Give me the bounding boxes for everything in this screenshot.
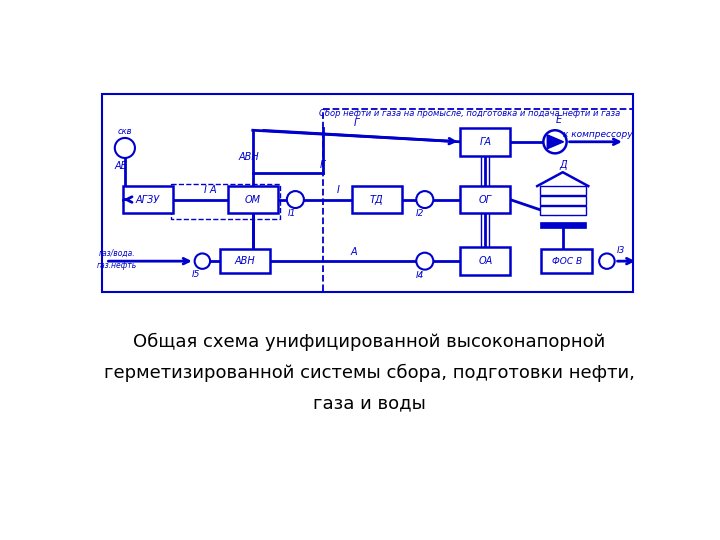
Text: газа и воды: газа и воды <box>312 395 426 413</box>
Text: I3: I3 <box>617 246 625 255</box>
Bar <box>323 110 632 292</box>
Text: Г: Г <box>354 118 359 127</box>
Bar <box>539 222 586 228</box>
Bar <box>102 94 632 292</box>
Bar <box>228 186 278 213</box>
Circle shape <box>599 253 615 269</box>
Text: АЕ: АЕ <box>114 161 127 171</box>
Text: ОГ: ОГ <box>479 194 492 205</box>
Text: газ.нефть: газ.нефть <box>97 260 138 269</box>
Bar <box>539 206 586 215</box>
Text: ОА: ОА <box>478 256 492 266</box>
Text: I5: I5 <box>192 270 200 279</box>
Polygon shape <box>547 135 564 148</box>
Text: Д: Д <box>559 159 567 170</box>
Text: I2: I2 <box>416 209 424 218</box>
Text: I1: I1 <box>288 209 297 218</box>
Bar <box>460 247 510 275</box>
Text: I4: I4 <box>416 271 424 280</box>
Bar <box>460 186 510 213</box>
Circle shape <box>114 138 135 158</box>
Text: АВН: АВН <box>238 152 259 162</box>
Text: к компрессору: к компрессору <box>563 130 632 139</box>
Bar <box>460 128 510 156</box>
Circle shape <box>544 130 567 153</box>
Text: газ/вода.: газ/вода. <box>99 249 135 258</box>
Text: ОМ: ОМ <box>245 194 261 205</box>
Text: Г: Г <box>320 160 325 170</box>
Text: ФОС В: ФОС В <box>552 256 582 266</box>
Bar <box>351 186 402 213</box>
Circle shape <box>416 191 433 208</box>
Text: АГЗУ: АГЗУ <box>136 194 161 205</box>
Text: ГА: ГА <box>480 137 491 147</box>
Bar <box>541 249 592 273</box>
Circle shape <box>287 191 304 208</box>
Bar <box>539 196 586 205</box>
Bar <box>171 184 280 219</box>
Bar <box>220 249 270 273</box>
Text: I: I <box>336 185 339 195</box>
Circle shape <box>416 253 433 269</box>
Text: Общая схема унифицированной высоконапорной: Общая схема унифицированной высоконапорн… <box>133 333 605 351</box>
Text: герметизированной системы сбора, подготовки нефти,: герметизированной системы сбора, подгото… <box>104 363 634 382</box>
Text: А: А <box>350 247 357 257</box>
Bar <box>539 186 586 195</box>
Bar <box>123 186 174 213</box>
Text: I А: I А <box>204 185 217 195</box>
Text: ТД: ТД <box>370 194 384 205</box>
Text: АВН: АВН <box>235 256 256 266</box>
Text: скв: скв <box>117 126 132 136</box>
Circle shape <box>194 253 210 269</box>
Text: Сбор нефти и газа на промысле, подготовка и подача нефти и газа: Сбор нефти и газа на промысле, подготовк… <box>319 109 621 118</box>
Text: Е: Е <box>556 115 562 125</box>
